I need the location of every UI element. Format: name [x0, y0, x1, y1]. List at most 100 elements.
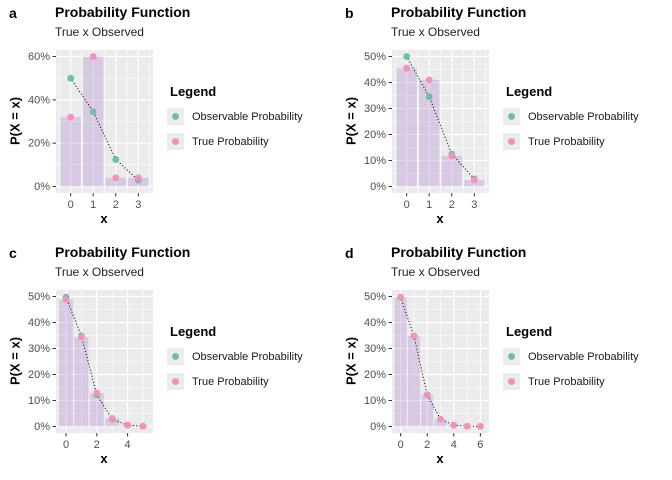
observable-dot-icon: [172, 353, 179, 360]
x-tick-label: 2: [449, 199, 455, 211]
bar: [394, 297, 407, 427]
y-tick-label: 30%: [364, 343, 386, 355]
true-point: [397, 293, 405, 301]
true-point: [139, 422, 147, 430]
legend-item-observable: Observable Probability: [167, 108, 332, 125]
true-point: [89, 53, 97, 60]
y-tick-label: 10%: [364, 155, 386, 167]
x-tick-label: 4: [125, 439, 131, 451]
legend-item-observable: Observable Probability: [167, 348, 332, 365]
true-point: [93, 389, 101, 397]
legend-key-observable: [503, 348, 520, 365]
bar: [60, 117, 81, 187]
observable-dot-icon: [508, 353, 515, 360]
observable-point: [403, 53, 411, 60]
true-point: [112, 174, 120, 182]
observable-point: [67, 74, 75, 82]
legend-item-observable: Observable Probability: [503, 108, 668, 125]
y-tick-label: 10%: [28, 395, 50, 407]
x-axis-title: x: [436, 451, 444, 466]
chart-subtitle: True x Observed: [391, 265, 480, 279]
true-point: [425, 76, 433, 84]
y-tick-label: 40%: [364, 317, 386, 329]
x-tick-label: 2: [113, 199, 119, 211]
x-axis-title: x: [436, 211, 444, 226]
legend-label-true: True Probability: [192, 375, 269, 388]
chart-subtitle: True x Observed: [391, 25, 480, 39]
true-point: [476, 422, 484, 430]
true-point: [108, 415, 116, 422]
observable-dot-icon: [508, 113, 515, 120]
y-tick-label: 50%: [364, 51, 386, 63]
y-axis-title: P(X = x): [343, 96, 359, 146]
bar: [441, 155, 462, 187]
legend-item-true: True Probability: [503, 373, 668, 390]
x-tick-label: 2: [94, 439, 100, 451]
true-dot-icon: [508, 378, 515, 385]
true-probability-points: [397, 293, 484, 430]
legend: Legend Observable Probability True Proba…: [503, 324, 668, 398]
chart-title: Probability Function: [55, 244, 191, 260]
y-tick-label: 50%: [364, 291, 386, 303]
dotted-trend-line: [70, 77, 139, 181]
bar: [105, 177, 126, 187]
true-point: [463, 422, 471, 430]
true-point: [423, 391, 431, 399]
bar: [407, 336, 420, 427]
legend-key-true: [167, 133, 184, 150]
legend-key-true: [503, 133, 520, 150]
true-point: [448, 152, 456, 160]
observable-dot-icon: [172, 113, 179, 120]
bar: [74, 337, 89, 427]
legend-label-observable: Observable Probability: [192, 350, 303, 363]
x-tick-label: 2: [424, 439, 430, 451]
true-dot-icon: [508, 138, 515, 145]
x-tick-label: 0: [63, 439, 69, 451]
bar: [59, 299, 73, 427]
y-tick-label: 0%: [370, 181, 386, 193]
major-gridlines: [392, 290, 489, 433]
dotted-trend-line: [406, 55, 475, 180]
legend-item-true: True Probability: [167, 133, 332, 150]
y-tick-label: 20%: [364, 369, 386, 381]
y-axis-title: P(X = x): [343, 336, 359, 386]
x-tick-label: 0: [398, 439, 404, 451]
major-gridlines: [56, 50, 153, 193]
y-tick-label: 0%: [34, 421, 50, 433]
bar: [421, 394, 434, 427]
panel-tag-d: d: [345, 245, 354, 261]
y-tick-label: 30%: [364, 103, 386, 115]
true-dot-icon: [172, 378, 179, 385]
y-axis-title: P(X = x): [7, 96, 23, 146]
bar: [419, 79, 440, 187]
y-tick-label: 50%: [28, 291, 50, 303]
legend: Legend Observable Probability True Proba…: [167, 324, 332, 398]
legend: Legend Observable Probability True Proba…: [167, 84, 332, 158]
legend-key-observable: [503, 108, 520, 125]
legend-key-true: [503, 373, 520, 390]
legend-key-observable: [167, 348, 184, 365]
legend-title: Legend: [170, 84, 217, 99]
x-tick-label: 3: [135, 199, 141, 211]
legend-item-true: True Probability: [167, 373, 332, 390]
figure-c: 0% 10% 20% 30% 40% 50% 0 2 4 c Probability Funct…: [0, 240, 336, 480]
x-tick-label: 4: [451, 439, 457, 451]
legend: Legend Observable Probability True Proba…: [503, 84, 668, 158]
legend-item-observable: Observable Probability: [503, 348, 668, 365]
major-gridlines: [56, 290, 153, 433]
true-point: [403, 64, 411, 72]
y-axis-title: P(X = x): [7, 336, 23, 386]
x-tick-label: 0: [68, 199, 74, 211]
x-tick-label: 1: [426, 199, 432, 211]
legend-label-observable: Observable Probability: [192, 110, 303, 123]
true-dot-icon: [172, 138, 179, 145]
y-tick-label: 20%: [28, 138, 50, 150]
true-point: [124, 421, 131, 429]
legend-key-true: [167, 373, 184, 390]
y-tick-label: 20%: [28, 369, 50, 381]
plot-area-a: 0% 20% 40% 60% 0 1 2 3: [28, 50, 153, 211]
plot-area-c: 0% 10% 20% 30% 40% 50% 0 2 4: [28, 290, 153, 451]
x-axis-title: x: [100, 211, 108, 226]
y-tick-label: 40%: [28, 317, 50, 329]
axis-ticks-and-labels: 0% 10% 20% 30% 40% 50% 0 1 2 3: [364, 51, 477, 211]
